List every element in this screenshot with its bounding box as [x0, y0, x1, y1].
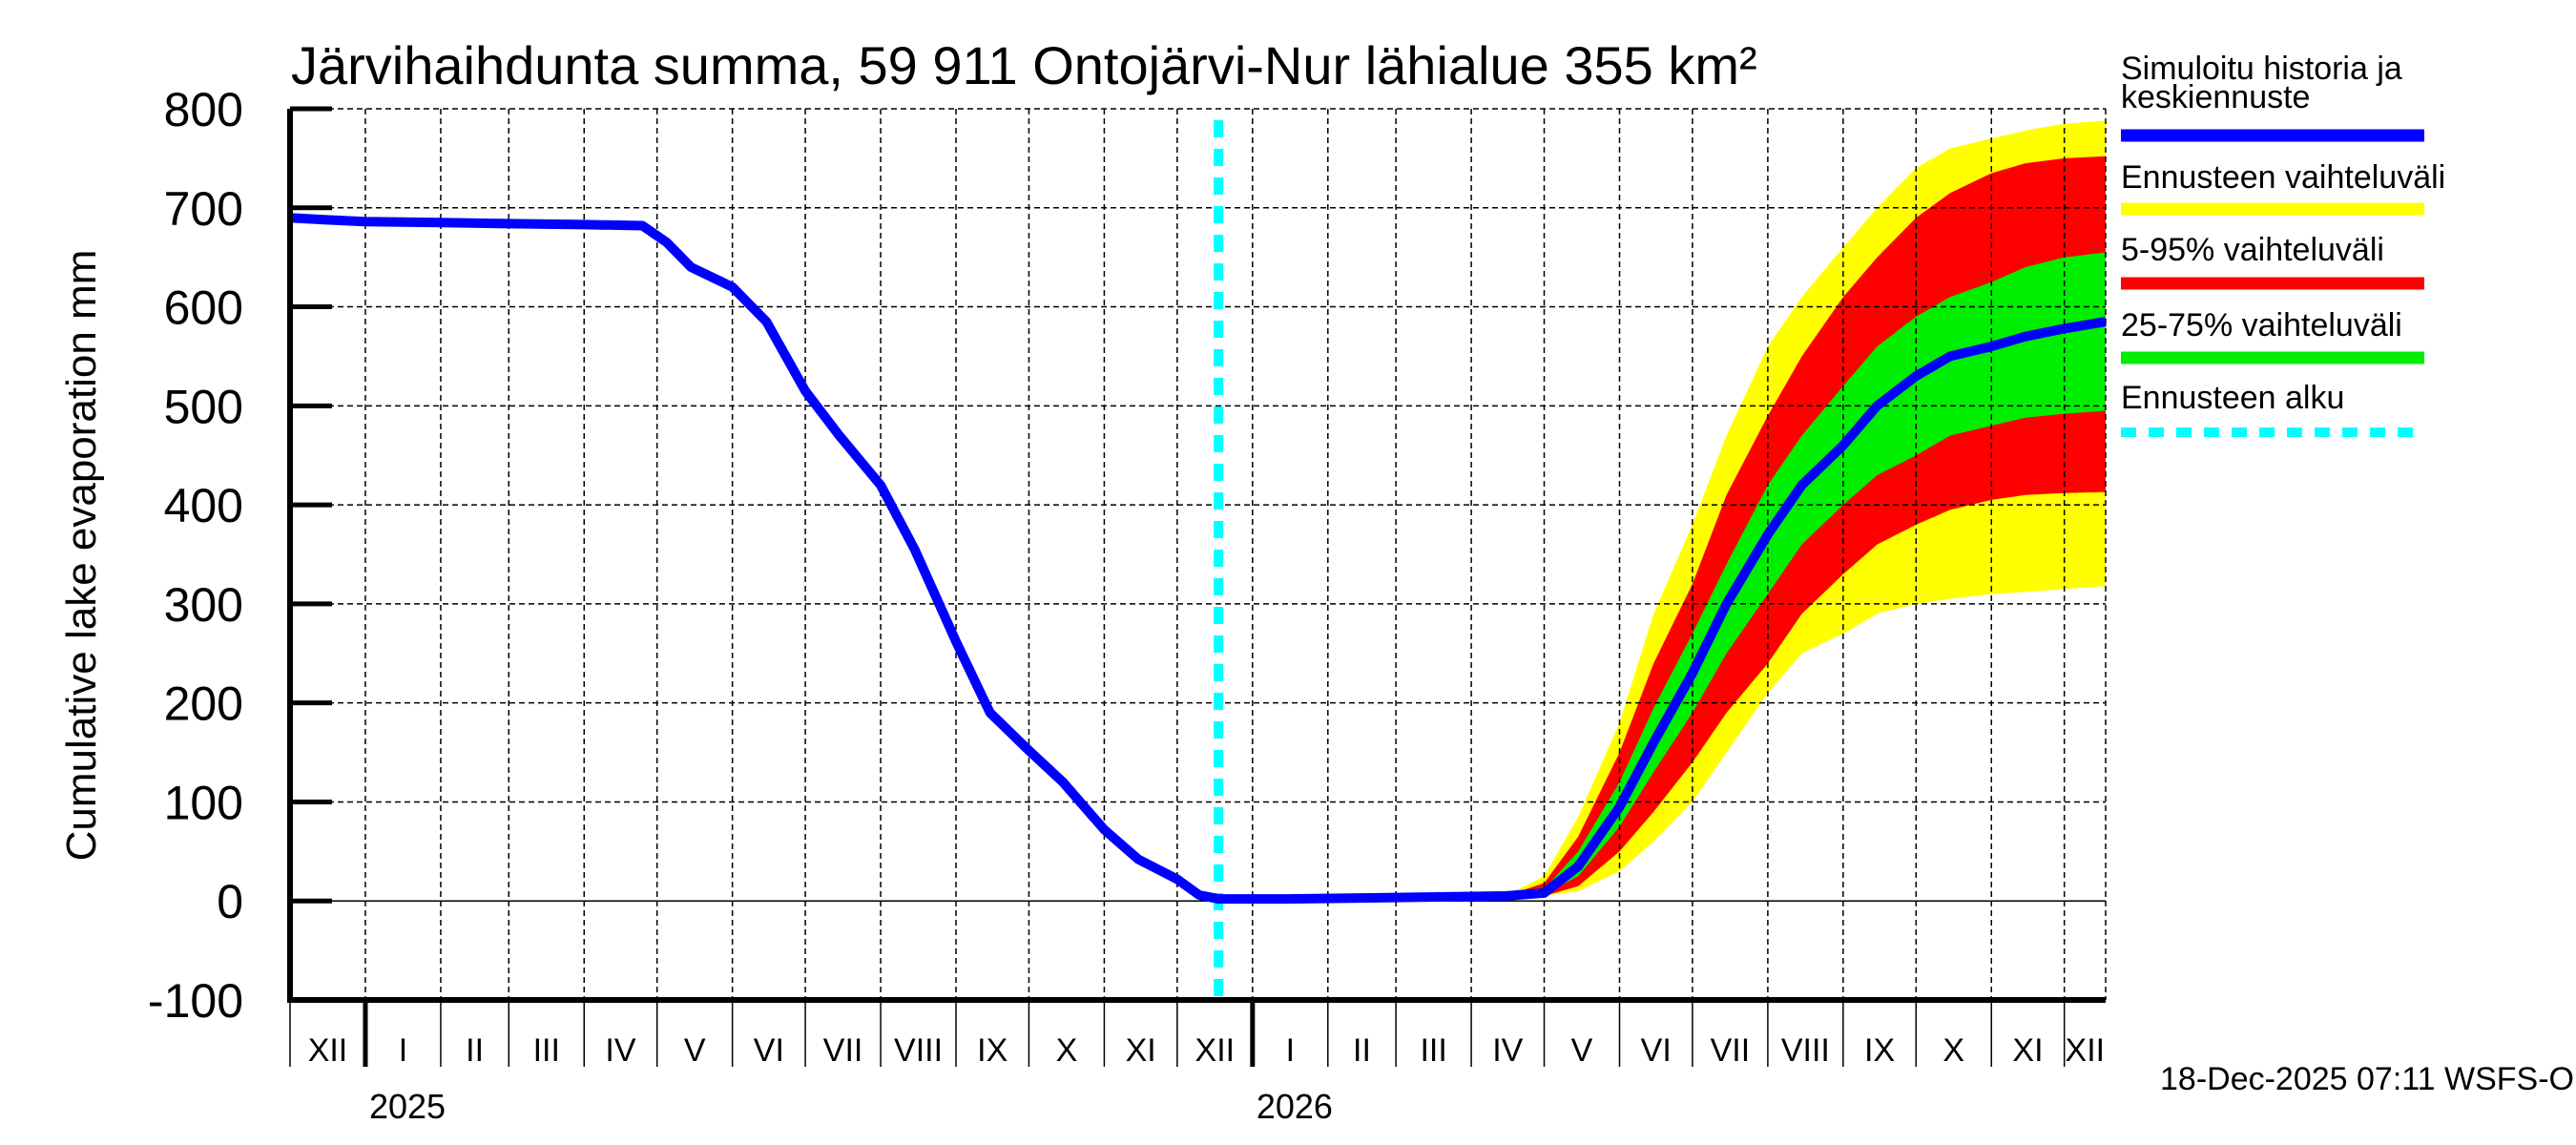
band-25-75	[1218, 252, 2106, 900]
y-ticks: -100 0 100 200 300 400 500 600 700 800	[148, 83, 332, 1028]
x-tick-label: I	[399, 1032, 407, 1069]
legend-label: 5-95% vaihteluväli	[2121, 232, 2384, 268]
x-tick-label: X	[1942, 1032, 1964, 1069]
x-tick-label: VII	[823, 1032, 863, 1069]
x-tick-label: IV	[1492, 1032, 1523, 1069]
x-tick-label: XI	[2012, 1032, 2043, 1069]
chart-title: Järvihaihdunta summa, 59 911 Ontojärvi-N…	[291, 35, 1757, 95]
timestamp-footer: 18-Dec-2025 07:11 WSFS-O	[2160, 1061, 2574, 1097]
x-tick-label: III	[1420, 1032, 1446, 1069]
y-tick-label: 300	[164, 578, 243, 632]
median-line	[289, 213, 2107, 905]
x-tick-label: VI	[754, 1032, 784, 1069]
x-ticks: XII I II III IV V VI VII VIII IX X XI XII I II III IV V VI…	[289, 1000, 2106, 1126]
y-tick-label: 400	[164, 479, 243, 532]
x-tick-label: I	[1286, 1032, 1295, 1069]
x-tick-label: XII	[1195, 1032, 1236, 1069]
x-tick-label: II	[1353, 1032, 1371, 1069]
x-tick-label: X	[1056, 1032, 1078, 1069]
legend-label: 25-75% vaihteluväli	[2121, 307, 2402, 344]
y-tick-label: 500	[164, 380, 243, 433]
x-tick-label: VII	[1711, 1032, 1751, 1069]
y-tick-label: 0	[217, 875, 243, 928]
y-tick-label: 200	[164, 677, 243, 731]
y-tick-label: 600	[164, 281, 243, 335]
x-tick-label: IX	[1864, 1032, 1895, 1069]
x-tick-label: III	[533, 1032, 560, 1069]
y-tick-label: -100	[148, 974, 243, 1028]
grid	[290, 108, 2107, 1000]
x-tick-label: XI	[1126, 1032, 1156, 1069]
y-tick-label: 100	[164, 776, 243, 829]
legend-label: Ennusteen vaihteluväli	[2121, 159, 2445, 196]
axes	[287, 109, 2106, 1003]
series-lines	[289, 120, 2107, 1000]
legend-label: Simuloitu historia ja	[2121, 51, 2402, 87]
legend-label: keskiennuste	[2121, 79, 2310, 115]
year-label: 2026	[1257, 1087, 1333, 1126]
y-tick-label: 700	[164, 182, 243, 236]
x-tick-label: XII	[2066, 1032, 2106, 1069]
forecast-bands	[1218, 120, 2106, 900]
year-label: 2025	[369, 1087, 446, 1126]
x-tick-label: VIII	[894, 1032, 943, 1069]
legend-label: Ennusteen alku	[2121, 380, 2344, 416]
y-tick-label: 800	[164, 83, 243, 136]
x-tick-label: VIII	[1781, 1032, 1830, 1069]
x-tick-label: II	[466, 1032, 484, 1069]
x-tick-label: IV	[605, 1032, 635, 1069]
x-tick-label: IX	[977, 1032, 1008, 1069]
x-tick-label: V	[684, 1032, 706, 1069]
y-axis-label: Cumulative lake evaporation mm	[58, 250, 105, 862]
x-tick-label: VI	[1641, 1032, 1672, 1069]
x-tick-label: V	[1571, 1032, 1593, 1069]
x-tick-label: XII	[308, 1032, 348, 1069]
